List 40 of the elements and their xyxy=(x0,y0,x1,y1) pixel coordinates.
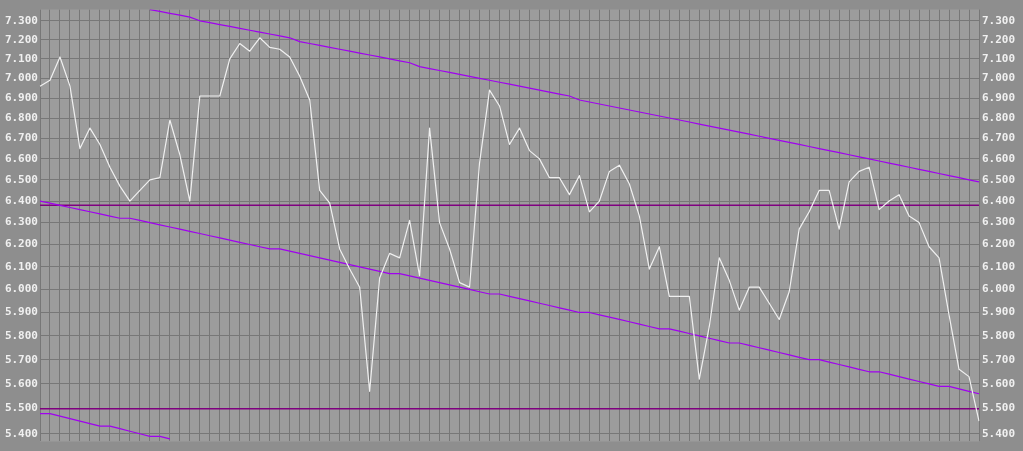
y-tick-label: 6.500 xyxy=(4,172,38,186)
y-tick-label: 6.000 xyxy=(4,282,38,296)
text: 6.000 xyxy=(982,282,1016,296)
text: 5.500 xyxy=(982,401,1016,415)
y-tick-label: 6.800 xyxy=(4,110,38,124)
text: 7.200 xyxy=(982,32,1016,46)
y-tick-label: 5.600 xyxy=(4,376,38,390)
y-tick-label: 5.500 xyxy=(4,401,38,415)
text: 6.400 xyxy=(982,193,1016,207)
y-tick-label: 6.900 xyxy=(4,90,38,104)
text: 6.200 xyxy=(982,237,1016,251)
text: 6.900 xyxy=(982,90,1016,104)
y-tick-label: 6.700 xyxy=(4,131,38,145)
text: 6.100 xyxy=(982,259,1016,273)
y-tick-label: 7.100 xyxy=(4,51,38,65)
y-tick-label: 6.200 xyxy=(4,237,38,251)
text: 6.700 xyxy=(982,131,1016,145)
text: 5.800 xyxy=(982,328,1016,342)
y-tick-label: 7.300 xyxy=(4,13,38,27)
y-tick-label: 6.400 xyxy=(4,193,38,207)
y-tick-label: 6.600 xyxy=(4,151,38,165)
text: 5.400 xyxy=(982,426,1016,440)
text: 7.300 xyxy=(982,13,1016,27)
y-tick-label: 5.400 xyxy=(4,426,38,440)
text: 5.600 xyxy=(982,376,1016,390)
y-tick-label: 7.000 xyxy=(4,71,38,85)
y-tick-label: 5.800 xyxy=(4,328,38,342)
text: 6.500 xyxy=(982,172,1016,186)
text: 5.900 xyxy=(982,305,1016,319)
text: 5.700 xyxy=(982,352,1016,366)
y-tick-label: 6.100 xyxy=(4,259,38,273)
y-tick-label: 7.200 xyxy=(4,32,38,46)
text: 6.600 xyxy=(982,151,1016,165)
text: 7.100 xyxy=(982,51,1016,65)
text: 6.300 xyxy=(982,215,1016,229)
text: 7.000 xyxy=(982,71,1016,85)
y-tick-label: 5.700 xyxy=(4,352,38,366)
y-tick-label: 6.300 xyxy=(4,215,38,229)
y-tick-label: 5.900 xyxy=(4,305,38,319)
text: 6.800 xyxy=(982,110,1016,124)
